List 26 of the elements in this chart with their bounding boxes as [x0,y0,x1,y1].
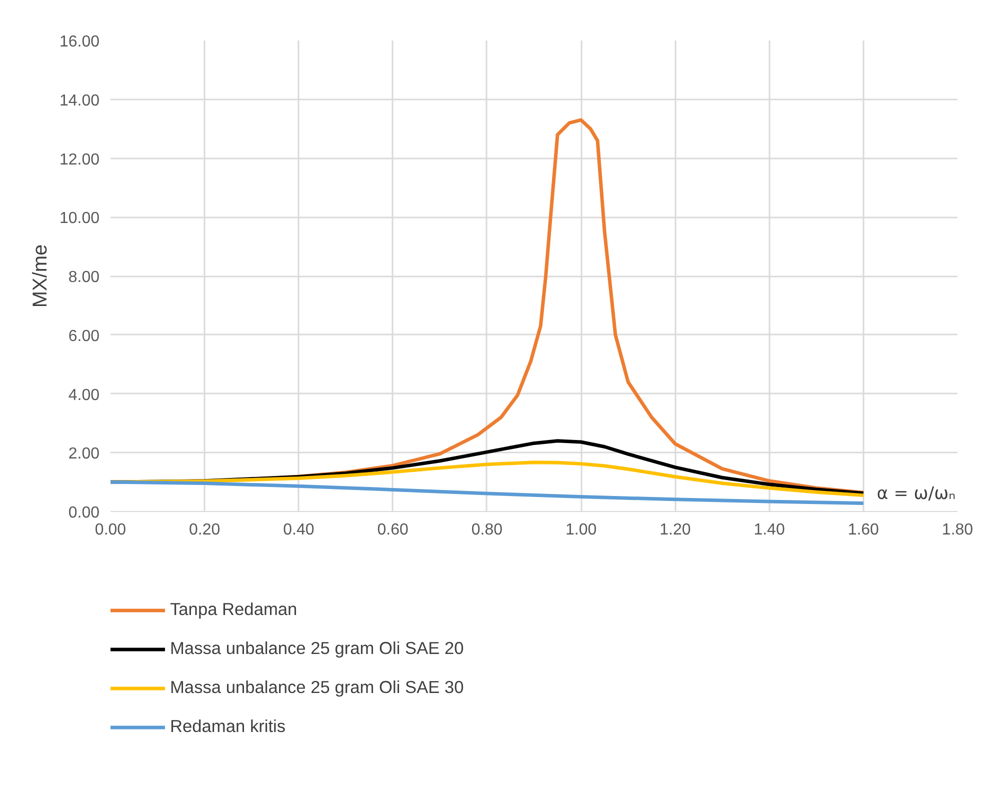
legend-label: Tanpa Redaman [170,599,298,620]
y-tick-label: 2.00 [68,446,100,463]
y-tick-label: 14.00 [59,92,100,110]
legend-label: Massa unbalance 25 gram Oli SAE 20 [170,638,464,659]
line-series [110,480,866,506]
x-tick-label: 1.00 [565,522,597,538]
legend-label: Massa unbalance 25 gram Oli SAE 30 [170,677,464,698]
x-tick-label: 0.20 [189,522,220,538]
x-tick-label: 0.60 [377,522,409,538]
x-axis-title: α = ω/ωₙ [876,484,956,504]
legend-label: Redaman kritis [170,716,286,737]
x-tick-label: 1.60 [848,522,880,538]
y-tick-label: 12.00 [59,151,100,168]
x-tick-label: 1.20 [660,522,691,538]
x-tick-label: 0.00 [94,522,126,538]
y-tick-label: 4.00 [68,386,100,404]
y-tick-label: 8.00 [68,269,100,286]
y-axis-title: MX/me [29,244,52,308]
x-tick-label: 0.40 [283,522,314,538]
y-tick-label: 6.00 [68,328,100,345]
x-tick-label: 1.40 [754,522,785,538]
y-tick-label: 10.00 [59,210,100,228]
y-tick-label: 16.00 [59,34,100,50]
x-tick-label: 1.80 [942,522,974,538]
x-tick-label: 0.80 [471,522,503,538]
y-tick-label: 0.00 [68,504,100,522]
